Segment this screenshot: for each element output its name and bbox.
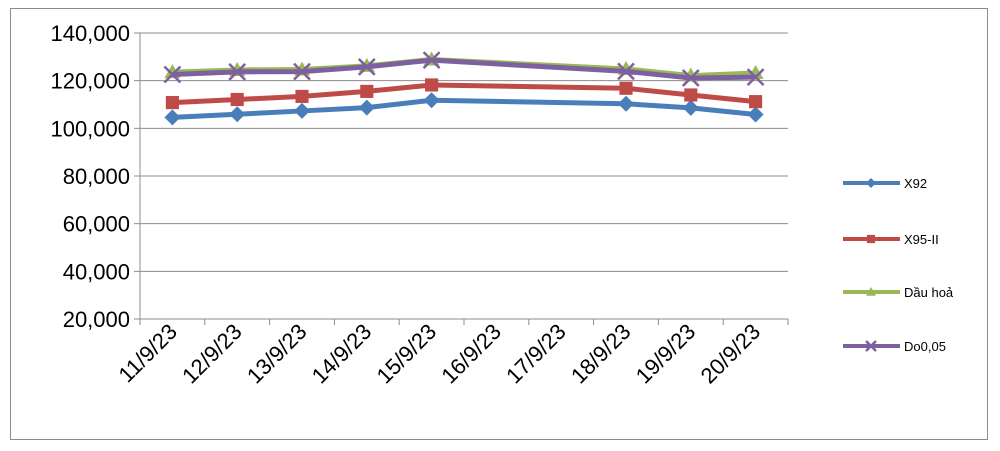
legend-item: Do0,05	[843, 339, 946, 354]
legend-item: X92	[843, 176, 927, 191]
point-marker-square	[866, 234, 876, 244]
point-marker-x	[617, 62, 635, 81]
legend: X92 X95-II Dầu hoả Do0,05	[843, 176, 954, 354]
point-marker-diamond	[618, 95, 634, 112]
point-marker-diamond	[294, 102, 310, 119]
point-marker-x	[293, 62, 311, 81]
marker-stroke	[357, 57, 376, 76]
point-marker-diamond	[229, 106, 246, 123]
legend-label: X92	[904, 176, 927, 191]
legend-label: X95-II	[904, 232, 939, 247]
point-marker-x	[163, 65, 182, 84]
point-marker-x	[228, 62, 247, 81]
y-tick-labels: 20,000 40,000 60,000 80,000 100,000 120,000 14…	[50, 21, 130, 332]
x-tick-label: 16/9/23	[436, 319, 506, 389]
y-tick-label: 20,000	[63, 307, 130, 332]
y-tick-label: 40,000	[63, 259, 130, 284]
y-tick-label: 60,000	[63, 212, 130, 237]
x-tick-labels: 11/9/2312/9/2313/9/2314/9/2315/9/2316/9/…	[114, 319, 766, 389]
marker-stroke	[293, 62, 311, 81]
series-X95-II	[165, 78, 763, 110]
legend-item: X95-II	[843, 232, 939, 247]
point-marker-square	[425, 78, 439, 92]
y-tick-label: 80,000	[63, 164, 130, 189]
y-tick-label: 120,000	[50, 69, 130, 94]
series-X92	[164, 92, 764, 126]
point-marker-diamond	[682, 99, 699, 116]
point-marker-x	[357, 57, 376, 76]
point-marker-square	[230, 92, 244, 107]
axes	[134, 32, 789, 325]
point-marker-x	[746, 68, 765, 86]
x-tick-label: 14/9/23	[307, 319, 377, 389]
series-group	[163, 51, 765, 126]
point-marker-diamond	[866, 178, 876, 188]
point-marker-diamond	[747, 106, 764, 123]
marker-stroke	[228, 62, 247, 81]
marker-stroke	[746, 68, 765, 86]
marker-stroke	[617, 62, 635, 81]
series-Do0,05	[163, 51, 765, 87]
point-marker-diamond	[164, 109, 181, 126]
point-marker-square	[360, 84, 374, 98]
series-line	[172, 82, 756, 106]
point-marker-x	[422, 51, 441, 70]
x-tick-label: 17/9/23	[501, 319, 571, 389]
point-marker-x	[681, 69, 700, 87]
series-line	[172, 57, 756, 81]
y-tick-label: 100,000	[50, 116, 130, 141]
point-marker-square	[619, 81, 633, 95]
marker-stroke	[163, 65, 182, 84]
point-marker-square	[684, 88, 698, 102]
point-marker-square	[749, 95, 763, 109]
point-marker-x	[865, 340, 877, 352]
chart-frame	[10, 8, 988, 440]
marker-stroke	[681, 69, 700, 87]
marker-stroke	[422, 51, 441, 70]
x-tick-label: 18/9/23	[566, 319, 636, 389]
point-marker-diamond	[423, 92, 440, 109]
x-tick-label: 20/9/23	[696, 319, 766, 389]
x-tick-label: 19/9/23	[631, 319, 701, 389]
x-tick-label: 15/9/23	[372, 319, 442, 389]
x-tick-label: 12/9/23	[177, 319, 247, 389]
y-tick-label: 140,000	[50, 21, 130, 46]
point-marker-square	[295, 89, 309, 103]
legend-item: Dầu hoả	[843, 285, 954, 300]
x-tick-label: 13/9/23	[242, 319, 312, 389]
gridlines	[140, 32, 788, 272]
series-line	[172, 97, 756, 120]
marker-stroke	[865, 340, 877, 352]
legend-label: Do0,05	[904, 339, 946, 354]
legend-label: Dầu hoả	[904, 285, 954, 300]
point-marker-diamond	[358, 99, 375, 116]
point-marker-square	[165, 96, 179, 110]
point-marker-triangle	[866, 287, 876, 296]
